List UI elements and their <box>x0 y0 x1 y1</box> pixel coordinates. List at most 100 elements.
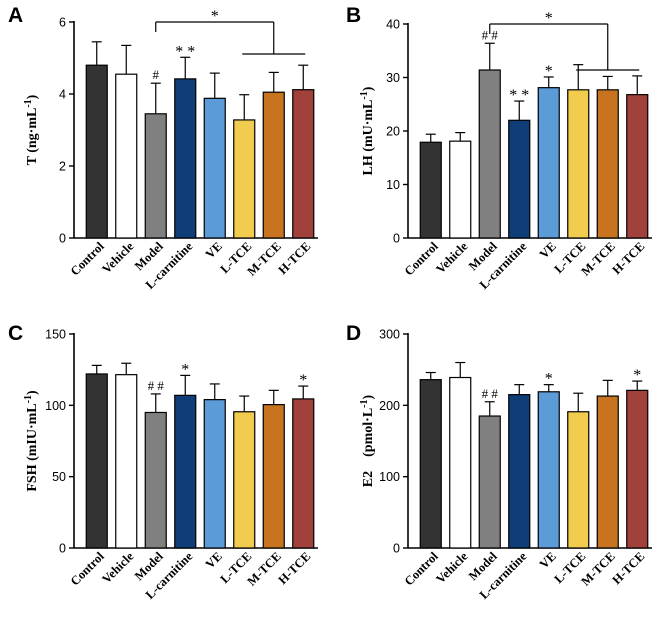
bar-l-carnitine <box>174 394 197 549</box>
y-axis-label-superscript: -1 <box>359 91 370 99</box>
bar-control <box>85 64 108 239</box>
bar-h-tce <box>292 398 315 549</box>
significance-marker: # <box>153 67 160 82</box>
x-tick-label: Vehicle <box>433 239 470 276</box>
x-tick-label: H-TCE <box>275 549 313 587</box>
panel-letter: C <box>8 322 23 345</box>
y-axis-label-superscript: -1 <box>23 99 34 107</box>
y-tick-label: 6 <box>59 16 66 30</box>
bar-l-tce <box>567 89 590 239</box>
y-axis-label-close: ) <box>25 94 40 99</box>
bar-ve <box>203 97 226 239</box>
bar-model <box>144 113 167 239</box>
x-tick-label: VE <box>203 549 225 571</box>
bar-m-tce <box>596 89 619 239</box>
x-tick-label: M-TCE <box>579 549 618 588</box>
y-axis-label-main: T (ng·mL <box>25 108 40 166</box>
bar-m-tce <box>262 404 285 549</box>
x-tick-label: Control <box>402 239 442 279</box>
x-tick-label: Vehicle <box>99 239 136 276</box>
bar-model <box>478 69 501 239</box>
bar-control <box>419 141 442 239</box>
bar-model <box>478 415 501 549</box>
x-tick-label: M-TCE <box>579 239 618 278</box>
significance-marker: # # <box>148 378 165 393</box>
y-tick-label: 0 <box>59 542 66 556</box>
x-tick-label: VE <box>203 239 225 261</box>
bar-l-tce <box>233 411 256 549</box>
x-tick-label: M-TCE <box>245 549 284 588</box>
significance-marker: * <box>545 63 553 80</box>
y-axis-label-superscript: -1 <box>23 395 34 403</box>
bar-vehicle <box>449 376 472 549</box>
significance-marker: * <box>633 367 641 384</box>
y-tick-label: 200 <box>379 399 400 413</box>
y-axis-label-main: FSH (mIU·mL <box>25 403 40 491</box>
bar-h-tce <box>626 94 649 239</box>
bar-l-carnitine <box>174 78 197 239</box>
x-tick-label: H-TCE <box>609 549 647 587</box>
y-axis-label-main: E2 (pmol·L <box>361 408 376 487</box>
comparison-bracket-label: * <box>211 8 219 25</box>
bar-h-tce <box>626 389 649 549</box>
y-axis-label: E2 (pmol·L-1) <box>359 394 376 487</box>
y-axis-label-close: ) <box>25 390 40 395</box>
x-tick-label: M-TCE <box>245 239 284 278</box>
x-tick-label: H-TCE <box>275 239 313 277</box>
y-tick-label: 4 <box>59 88 66 102</box>
y-axis-label-close: ) <box>361 394 376 399</box>
y-axis-label-superscript: -1 <box>359 399 370 407</box>
significance-marker: # # <box>482 27 499 42</box>
bar-l-tce <box>567 411 590 549</box>
y-tick-label: 0 <box>59 232 66 246</box>
significance-marker: * <box>545 371 553 388</box>
y-tick-label: 30 <box>386 71 400 85</box>
bar-control <box>419 379 442 549</box>
significance-marker: # # <box>482 386 499 401</box>
x-tick-label: Vehicle <box>433 549 470 586</box>
x-tick-label: Control <box>68 549 108 589</box>
y-axis-label-main: LH (mU·mL <box>361 100 376 176</box>
y-tick-label: 40 <box>386 18 400 32</box>
x-tick-label: Control <box>68 239 108 279</box>
y-tick-label: 10 <box>386 178 400 192</box>
bar-m-tce <box>596 395 619 549</box>
significance-marker: * * <box>175 43 195 60</box>
bar-m-tce <box>262 91 285 239</box>
y-tick-label: 50 <box>52 470 66 484</box>
panel-letter: B <box>346 4 361 27</box>
y-tick-label: 100 <box>379 470 400 484</box>
panel-letter: A <box>8 4 23 27</box>
bar-l-tce <box>233 119 256 239</box>
bar-l-carnitine <box>508 394 531 549</box>
y-axis-label: FSH (mIU·mL-1) <box>23 390 40 492</box>
x-tick-label: Vehicle <box>99 549 136 586</box>
bar-vehicle <box>449 140 472 239</box>
y-axis-label: LH (mU·mL-1) <box>359 86 376 175</box>
bar-control <box>85 373 108 549</box>
significance-marker: * <box>299 372 307 389</box>
bar-model <box>144 411 167 549</box>
y-tick-label: 0 <box>393 542 400 556</box>
significance-marker: * * <box>509 87 529 104</box>
y-axis-label-close: ) <box>361 86 376 91</box>
x-tick-label: Control <box>402 549 442 589</box>
bar-ve <box>537 391 560 549</box>
y-tick-label: 0 <box>393 232 400 246</box>
y-tick-label: 300 <box>379 328 400 342</box>
bar-vehicle <box>115 73 138 239</box>
comparison-bracket-label: * <box>545 10 553 27</box>
y-axis-label: T (ng·mL-1) <box>23 94 40 165</box>
x-tick-label: VE <box>537 549 559 571</box>
y-tick-label: 20 <box>386 125 400 139</box>
x-tick-label: VE <box>537 239 559 261</box>
bar-l-carnitine <box>508 119 531 239</box>
x-tick-label: H-TCE <box>609 239 647 277</box>
bar-ve <box>203 399 226 549</box>
panel-letter: D <box>346 322 361 345</box>
